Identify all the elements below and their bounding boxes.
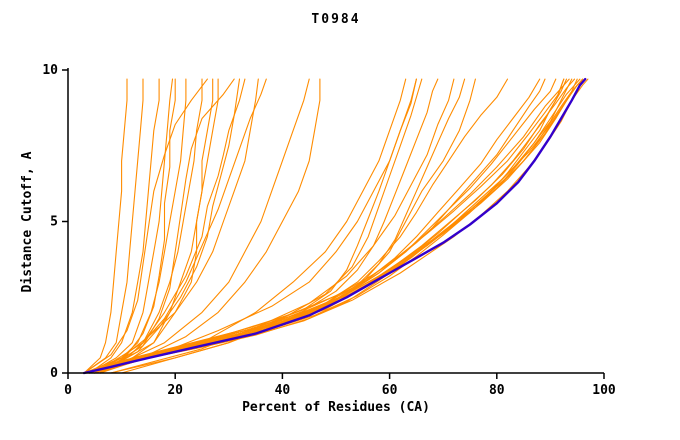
y-tick-label: 0 — [50, 366, 58, 381]
model-curve — [88, 78, 576, 374]
model-curve — [94, 78, 546, 374]
x-tick-label: 100 — [592, 383, 616, 398]
model-curve — [99, 78, 321, 374]
x-tick-label: 0 — [64, 383, 72, 398]
model-curve — [83, 78, 128, 374]
model-curve — [94, 78, 176, 374]
model-curve — [88, 78, 174, 374]
x-tick-label: 80 — [489, 383, 505, 398]
y-tick-label: 10 — [42, 63, 58, 78]
model-curve — [88, 78, 573, 374]
model-curve — [99, 78, 267, 374]
model-curve — [83, 78, 208, 374]
y-tick-label: 5 — [50, 215, 58, 230]
highlighted-model-curve — [82, 77, 587, 375]
model-curve — [94, 78, 241, 374]
model-curve — [99, 78, 235, 374]
model-curve — [83, 78, 187, 374]
model-curve — [88, 78, 160, 374]
model-curve — [99, 78, 214, 374]
model-curve — [83, 78, 144, 374]
model-curve — [94, 78, 310, 374]
model-curve — [88, 78, 417, 374]
x-tick-label: 20 — [167, 383, 183, 398]
x-axis-label: Percent of Residues (CA) — [242, 400, 430, 415]
model-curve — [94, 78, 565, 374]
chart-title: T0984 — [311, 12, 361, 27]
model-curve — [94, 78, 557, 374]
x-tick-label: 60 — [382, 383, 398, 398]
model-curve — [88, 78, 259, 374]
model-curve — [94, 78, 570, 374]
x-tick-label: 40 — [275, 383, 291, 398]
model-curve — [88, 78, 578, 374]
